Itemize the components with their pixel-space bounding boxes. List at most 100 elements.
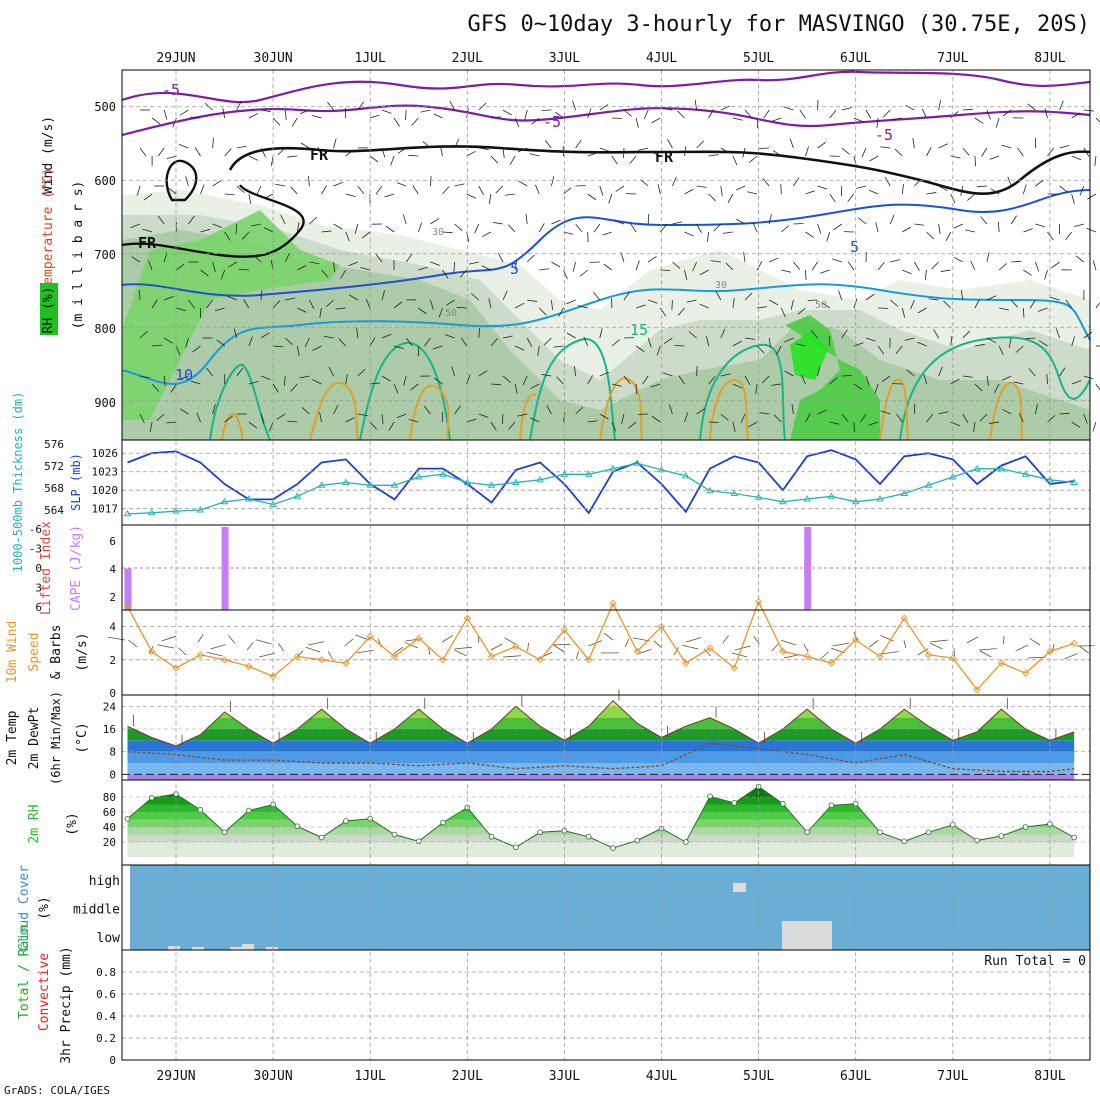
cape-tick: 2 [109, 591, 116, 604]
wind-barb [865, 109, 872, 119]
wind-barb [1002, 408, 1012, 415]
precip-tick: 0.6 [96, 988, 116, 1001]
wind-barb [861, 147, 867, 158]
wind-barb [381, 147, 386, 158]
wind-barb [381, 413, 384, 424]
wind-barb [136, 185, 141, 196]
wind-barb [599, 328, 603, 339]
wind-barb [248, 336, 253, 347]
cape-bar [804, 527, 812, 610]
wind-barb [248, 193, 252, 204]
wind-barb [853, 117, 864, 123]
wind-barb [743, 252, 746, 263]
wind-barb [490, 338, 498, 347]
wind-barb [509, 155, 516, 165]
wind-barb [720, 413, 729, 421]
wind10-barb [404, 642, 418, 649]
wind-barb [776, 345, 782, 355]
wind10-barb [603, 632, 614, 641]
wind-barb [1035, 179, 1044, 187]
wind-barb [611, 421, 617, 432]
wind-barb [708, 154, 719, 157]
rh-marker [585, 833, 592, 840]
wind-barb [481, 231, 492, 238]
wind-barb [551, 219, 561, 225]
wind-barb [1023, 269, 1032, 276]
contour-label: 10 [175, 366, 193, 384]
wind10-barb [228, 635, 236, 644]
wind10-barb [441, 635, 453, 643]
wind-barb [847, 193, 855, 203]
wind-barb [799, 109, 806, 119]
thickness-marker [414, 473, 423, 480]
wind-barb [772, 150, 782, 157]
wind-barb [566, 299, 576, 305]
wind-barb [853, 421, 855, 433]
wind-barb [696, 223, 702, 233]
ylabel-temp2m: 2m Temp [5, 710, 20, 765]
wind-barb [722, 231, 733, 234]
wind-barb [456, 306, 467, 309]
wind-barb [599, 104, 609, 111]
chart-title: GFS 0~10day 3-hourly for MASVINGO (30.75… [467, 12, 1090, 37]
rh-marker [828, 802, 835, 809]
wind-barb [384, 193, 395, 198]
wind-barb [526, 254, 535, 263]
wind-barb [309, 299, 315, 310]
wind10-barb [917, 648, 929, 656]
ylabel-speed: Speed [27, 632, 42, 671]
wind-barb [902, 226, 912, 233]
wind-barb [190, 380, 201, 385]
wind-barb [276, 413, 286, 420]
date-label-top: 7JUL [937, 51, 968, 66]
slp-tick: 1023 [92, 466, 119, 479]
date-label-top: 29JUN [156, 51, 195, 66]
wind-speed-marker [415, 634, 423, 642]
wind10-barb [771, 643, 779, 652]
ylabel-rh-units: (%) [65, 812, 80, 835]
wind10-barb [1029, 638, 1041, 646]
wind-barb [668, 404, 673, 415]
wind-barb [769, 299, 779, 306]
wind-barb [877, 345, 885, 355]
wind10-barb [256, 639, 272, 645]
wind-barb [356, 328, 359, 339]
wind10-barb [1015, 644, 1029, 652]
temp-band [127, 717, 1075, 729]
wind-barb [1071, 336, 1076, 347]
wind-barb [905, 104, 915, 111]
rh-band [127, 786, 1075, 797]
wind10-barb [703, 648, 711, 657]
wind-barb [1022, 184, 1027, 195]
thickness-marker [512, 478, 520, 485]
contour-label: 30 [715, 280, 727, 291]
wind-barb [781, 225, 790, 233]
wind-barb [495, 185, 504, 194]
wind-speed-marker [390, 652, 399, 661]
wind-barb [222, 108, 226, 119]
wind-barb [454, 223, 463, 231]
wind-barb [933, 329, 939, 339]
wind-barb [525, 214, 528, 225]
temp2m-panel [122, 689, 1090, 780]
wind-barb [880, 410, 891, 415]
wind-barb [1095, 117, 1100, 123]
wind-barb [1059, 145, 1070, 149]
wind-barb [874, 383, 879, 394]
wind-barb [433, 113, 443, 119]
wind-barb [490, 383, 501, 386]
wind-barb [466, 418, 477, 423]
date-label-bottom: 7JUL [937, 1069, 968, 1084]
wind-barb [651, 415, 661, 423]
wind-barb [699, 269, 709, 276]
wind-barb [1013, 381, 1024, 385]
rh-line [127, 785, 1075, 849]
wind-barb [311, 115, 322, 119]
li-tick: -6 [29, 523, 42, 536]
wind-barb [688, 331, 697, 339]
wind-barb [732, 383, 743, 389]
wind10-barb [734, 645, 751, 651]
wind-barb [629, 155, 637, 164]
wind-barb [710, 260, 721, 263]
wind10-barb [881, 651, 899, 655]
